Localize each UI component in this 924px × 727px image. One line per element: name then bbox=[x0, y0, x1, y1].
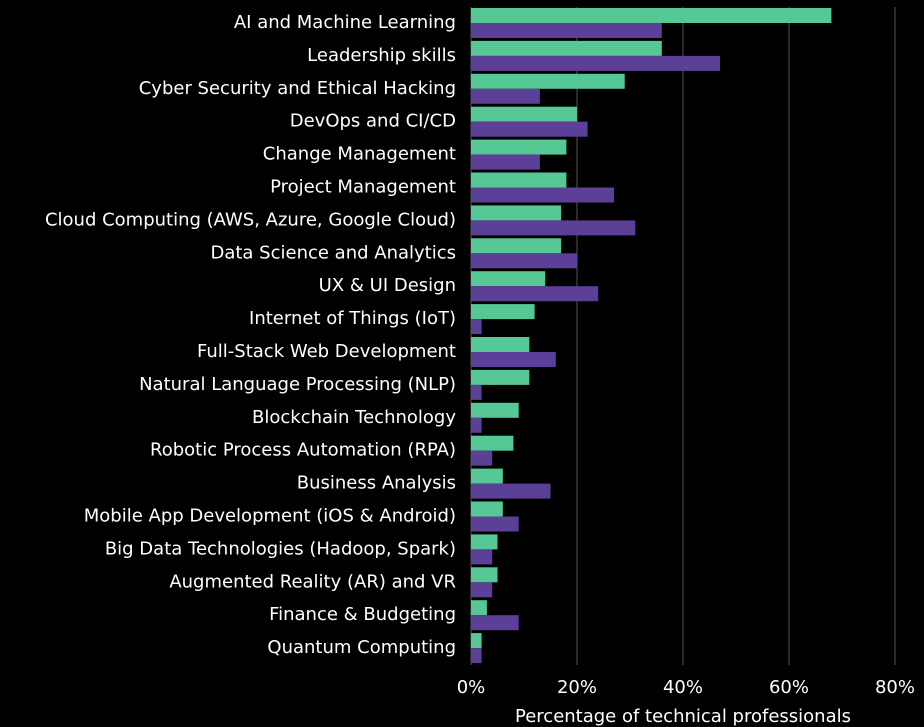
bar bbox=[471, 516, 519, 532]
bar bbox=[471, 271, 546, 287]
bar bbox=[471, 205, 562, 221]
bar bbox=[471, 648, 482, 664]
bar bbox=[471, 106, 577, 122]
y-tick-label: Blockchain Technology bbox=[252, 407, 456, 428]
x-axis-label: Percentage of technical professionals bbox=[515, 706, 851, 727]
y-tick-label: Finance & Budgeting bbox=[269, 604, 456, 625]
y-tick-label: Mobile App Development (iOS & Android) bbox=[84, 506, 456, 527]
x-tick-label: 0% bbox=[457, 677, 486, 698]
bar bbox=[471, 600, 487, 616]
y-tick-label: AI and Machine Learning bbox=[234, 12, 456, 33]
bar bbox=[471, 286, 599, 302]
bar bbox=[471, 384, 482, 400]
y-tick-label: Full-Stack Web Development bbox=[197, 341, 456, 362]
bar bbox=[471, 534, 498, 550]
y-tick-label: Big Data Technologies (Hadoop, Spark) bbox=[105, 538, 456, 559]
bar bbox=[471, 468, 503, 484]
y-tick-label: Natural Language Processing (NLP) bbox=[139, 374, 456, 395]
bar bbox=[471, 253, 577, 269]
bar bbox=[471, 352, 556, 367]
y-tick-label: Change Management bbox=[263, 144, 456, 165]
x-tick-label: 40% bbox=[663, 677, 703, 698]
bar bbox=[471, 139, 567, 155]
bar bbox=[471, 483, 551, 499]
bar bbox=[471, 187, 615, 203]
y-tick-label: Internet of Things (IoT) bbox=[249, 308, 456, 329]
bar bbox=[471, 435, 514, 451]
bar bbox=[471, 8, 832, 23]
bar bbox=[471, 402, 519, 418]
bar bbox=[471, 417, 482, 433]
y-tick-label: Augmented Reality (AR) and VR bbox=[169, 571, 456, 592]
y-tick-label: Data Science and Analytics bbox=[210, 242, 456, 263]
bar bbox=[471, 220, 636, 236]
bar bbox=[471, 172, 567, 188]
bar bbox=[471, 567, 498, 583]
y-tick-label: Cloud Computing (AWS, Azure, Google Clou… bbox=[45, 209, 456, 230]
bar bbox=[471, 615, 519, 631]
y-tick-label: DevOps and CI/CD bbox=[290, 111, 456, 132]
bar bbox=[471, 40, 662, 56]
x-tick-label: 60% bbox=[769, 677, 809, 698]
bar bbox=[471, 154, 540, 170]
bar bbox=[471, 633, 482, 649]
bar bbox=[471, 450, 493, 466]
bar bbox=[471, 549, 493, 565]
x-tick-label: 80% bbox=[875, 677, 915, 698]
bar bbox=[471, 582, 493, 598]
y-tick-label: Project Management bbox=[270, 177, 456, 198]
bar bbox=[471, 88, 540, 104]
bar bbox=[471, 55, 721, 71]
bar bbox=[471, 304, 535, 320]
bar bbox=[471, 501, 503, 517]
x-tick-label: 20% bbox=[557, 677, 597, 698]
bar bbox=[471, 73, 625, 89]
bar bbox=[471, 369, 530, 385]
bar bbox=[471, 23, 662, 38]
y-tick-label: Cyber Security and Ethical Hacking bbox=[139, 78, 456, 99]
bar bbox=[471, 238, 562, 254]
y-tick-label: Robotic Process Automation (RPA) bbox=[150, 440, 456, 461]
y-tick-label: Quantum Computing bbox=[267, 637, 456, 658]
y-tick-label: Leadership skills bbox=[307, 45, 456, 66]
y-tick-label: UX & UI Design bbox=[319, 275, 456, 296]
y-tick-label: Business Analysis bbox=[297, 473, 456, 494]
bar bbox=[471, 319, 482, 335]
bar bbox=[471, 337, 530, 352]
bar bbox=[471, 121, 588, 137]
